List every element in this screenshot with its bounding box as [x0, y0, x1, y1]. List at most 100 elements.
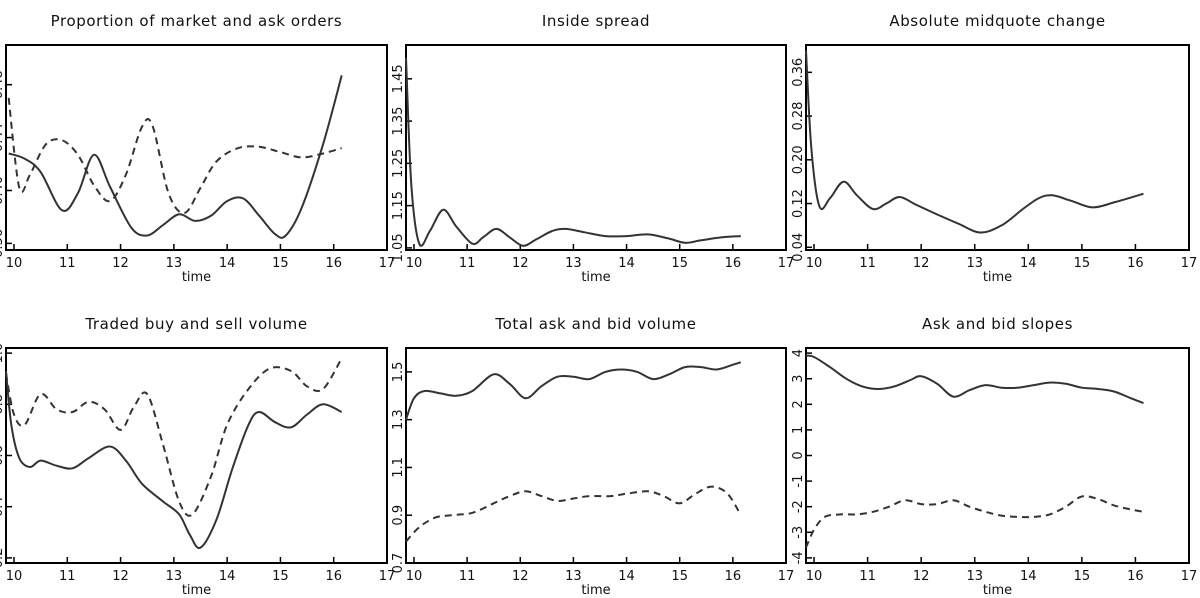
x-tick-label: 16 [325, 569, 342, 584]
y-tick-label: 1 [791, 426, 806, 434]
series-line-dashed [405, 485, 742, 543]
y-tick-label: 0.48 [0, 70, 6, 99]
y-tick-label: 0 [791, 451, 806, 459]
y-tick-label: -4 [791, 551, 806, 564]
x-tick-label: 10 [6, 569, 23, 584]
plot-frame [805, 44, 1190, 251]
y-tick-label: 2 [791, 400, 806, 408]
x-tick-label: 12 [913, 256, 930, 271]
chart-title: Absolute midquote change [889, 12, 1105, 30]
y-tick-label: 1.25 [391, 149, 406, 178]
y-tick-label: 1.3 [391, 409, 406, 430]
y-tick-label: 1.45 [391, 64, 406, 93]
x-tick-label: 13 [166, 569, 183, 584]
x-tick-label: 15 [671, 256, 688, 271]
y-tick-label: -3 [791, 526, 806, 539]
y-tick-label: 0.36 [0, 229, 6, 258]
x-tick-label: 13 [565, 569, 582, 584]
plot-frame [5, 347, 388, 564]
x-tick-label: 16 [325, 256, 342, 271]
y-tick-label: -1 [791, 475, 806, 488]
y-tick-label: 4 [791, 349, 806, 357]
x-tick-label: 10 [806, 569, 823, 584]
x-tick-label: 12 [512, 256, 529, 271]
x-tick-label: 13 [966, 256, 983, 271]
x-axis-label: time [983, 270, 1012, 285]
series-line-dashed [5, 357, 343, 517]
chart-panel-1: Proportion of market and ask orders 10 11 1… [0, 12, 395, 285]
y-tick-label: 1.5 [391, 362, 406, 383]
x-tick-label: 15 [272, 569, 289, 584]
y-tick-label: 1.35 [391, 107, 406, 136]
x-tick-label: 17 [1181, 256, 1198, 271]
x-tick-label: 14 [1020, 256, 1037, 271]
y-tick-label: -2 [791, 500, 806, 513]
chart-title: Total ask and bid volume [494, 315, 696, 333]
chart-title: Traded buy and sell volume [84, 315, 307, 333]
x-tick-label: 15 [671, 569, 688, 584]
x-axis-label: time [983, 583, 1012, 598]
chart-panel-5: Total ask and bid volume 10 11 12 13 14 15 16 17… [391, 315, 794, 598]
chart-title: Proportion of market and ask orders [51, 12, 343, 30]
y-tick-label: 0.2 [0, 548, 6, 569]
x-tick-label: 17 [379, 256, 396, 271]
x-tick-label: 15 [272, 256, 289, 271]
x-axis-label: time [182, 270, 211, 285]
y-tick-label: 0.7 [391, 553, 406, 574]
series-line-solid [8, 75, 343, 239]
series-line-solid [405, 57, 741, 247]
series-line-dashed [805, 495, 1144, 549]
x-axis-label: time [182, 583, 211, 598]
x-tick-label: 16 [1127, 256, 1144, 271]
x-tick-label: 12 [512, 569, 529, 584]
plot-frame [805, 347, 1190, 564]
chart-panel-4: Traded buy and sell volume 10 11 12 13 14 15 16… [0, 315, 395, 598]
x-tick-label: 10 [406, 256, 423, 271]
y-tick-label: 1.0 [0, 343, 6, 364]
y-tick-label: 1.1 [391, 457, 406, 478]
y-tick-label: 0.28 [791, 102, 806, 131]
series-line-dashed [7, 97, 342, 215]
plot-frame [405, 44, 787, 251]
y-tick-label: 0.6 [0, 445, 6, 466]
y-tick-label: 0.04 [791, 233, 806, 262]
chart-title: Ask and bid slopes [922, 315, 1073, 333]
x-tick-label: 14 [219, 256, 236, 271]
y-tick-label: 0.44 [0, 123, 6, 152]
x-tick-label: 11 [859, 569, 876, 584]
x-tick-label: 16 [725, 256, 742, 271]
y-tick-label: 0.40 [0, 176, 6, 205]
x-tick-label: 14 [618, 256, 635, 271]
x-tick-label: 16 [725, 569, 742, 584]
x-tick-label: 15 [1074, 256, 1091, 271]
series-line-solid [805, 354, 1144, 404]
x-tick-label: 11 [859, 256, 876, 271]
x-tick-label: 12 [112, 569, 129, 584]
x-tick-label: 12 [913, 569, 930, 584]
x-tick-label: 13 [565, 256, 582, 271]
series-line-solid [5, 370, 343, 549]
plot-frame [5, 44, 388, 251]
x-tick-label: 12 [112, 256, 129, 271]
x-tick-label: 11 [59, 569, 76, 584]
x-tick-label: 14 [1020, 569, 1037, 584]
y-tick-label: 0.12 [791, 189, 806, 218]
x-tick-label: 10 [406, 569, 423, 584]
x-axis-label: time [581, 583, 610, 598]
chart-title: Inside spread [542, 12, 650, 30]
y-tick-label: 1.15 [391, 191, 406, 220]
plot-frame [405, 347, 787, 564]
x-tick-label: 11 [59, 256, 76, 271]
x-tick-label: 17 [778, 256, 795, 271]
x-tick-label: 11 [459, 256, 476, 271]
series-line-solid [805, 50, 1144, 234]
y-tick-label: 0.9 [391, 505, 406, 526]
y-tick-label: 0.36 [791, 58, 806, 87]
x-tick-label: 15 [1074, 569, 1091, 584]
x-tick-label: 11 [459, 569, 476, 584]
x-tick-label: 17 [778, 569, 795, 584]
y-tick-label: 0.8 [0, 394, 6, 415]
x-tick-label: 14 [219, 569, 236, 584]
